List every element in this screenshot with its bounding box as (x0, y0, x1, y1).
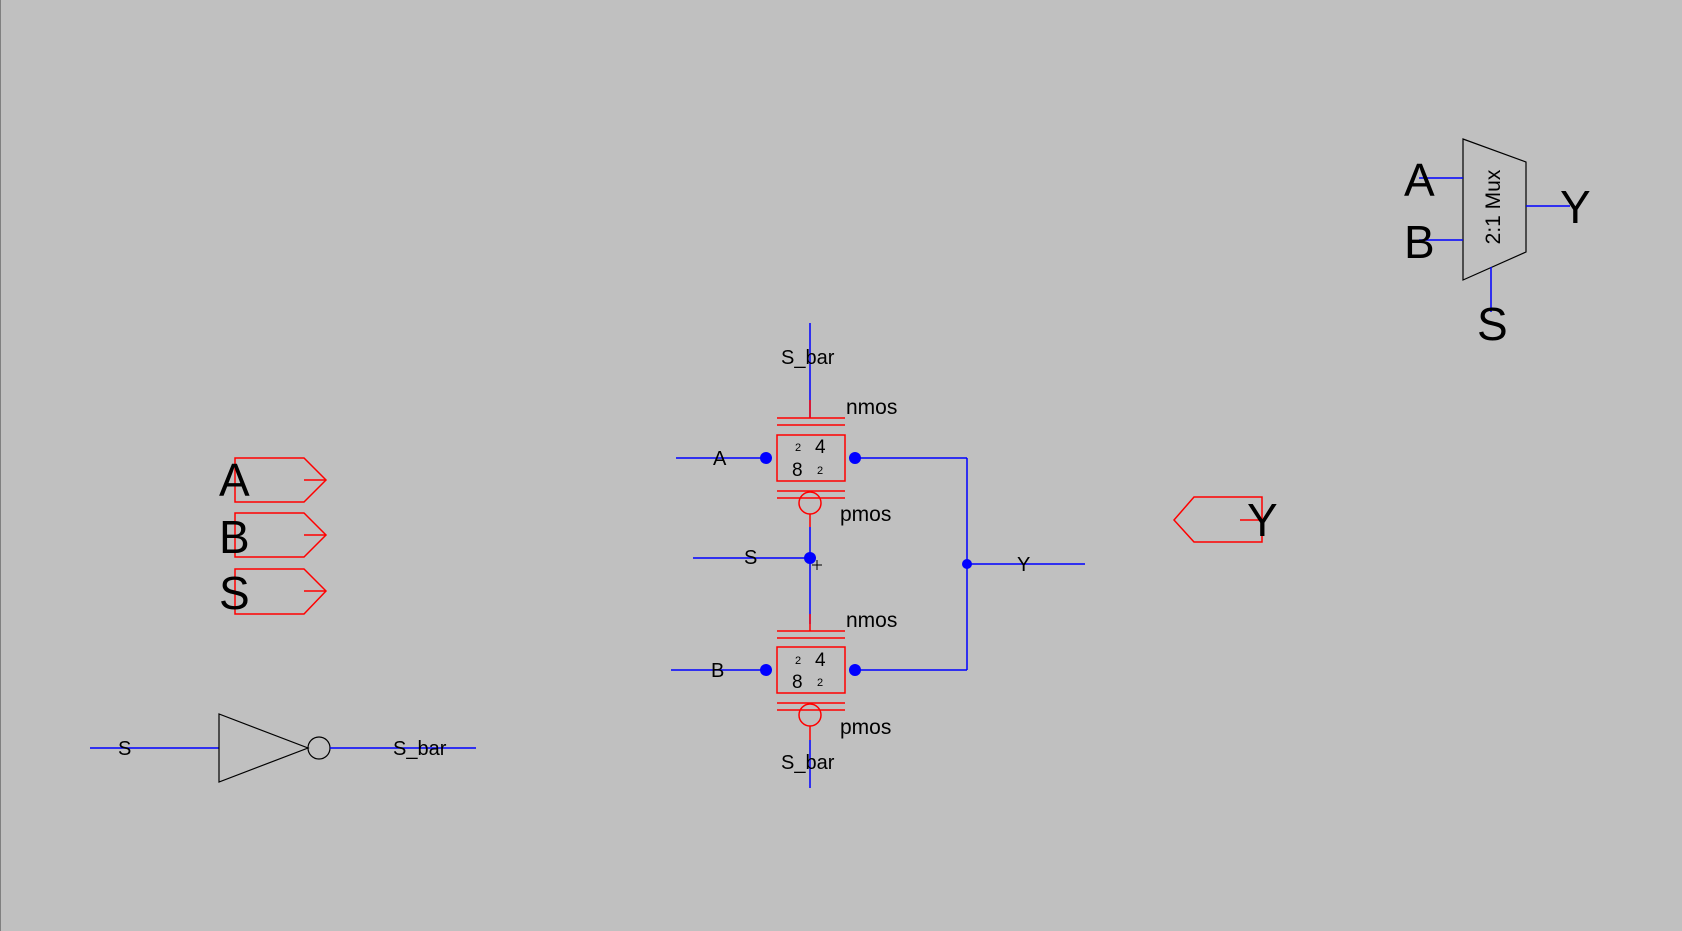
output-net[interactable]: Y (855, 457, 1085, 671)
tg2-gate-net-label: S_bar (781, 752, 835, 774)
mux-in-b-label: B (1404, 216, 1435, 268)
tg2-size-small-2: 2 (817, 677, 823, 689)
tg2-size-small-1: 2 (795, 655, 801, 667)
tg2-input-net-label: B (711, 660, 724, 682)
input-pin-b[interactable]: B (219, 511, 328, 563)
tg1-gate-net-label: S_bar (781, 347, 835, 369)
output-junction (962, 559, 972, 569)
transmission-gate-top[interactable]: S_bar nmos 2 4 8 2 pmos A (676, 323, 897, 527)
pin-a-label: A (219, 454, 250, 506)
tg1-size-small-1: 2 (795, 442, 801, 454)
pin-b-label: B (219, 511, 250, 563)
tg1-input-net-label: A (713, 448, 727, 470)
mux-out-label: Y (1560, 181, 1591, 233)
mux-in-a-label: A (1404, 154, 1435, 206)
tg2-nmos-label: nmos (846, 609, 897, 632)
pin-a-shape (234, 457, 328, 503)
tg1-body (776, 434, 846, 482)
tg2-size-large-1: 4 (815, 650, 826, 671)
output-net-label: Y (1017, 554, 1030, 576)
pin-y-shape (1172, 496, 1263, 543)
tg1-nmos-label: nmos (846, 396, 897, 419)
select-net[interactable]: S (693, 527, 822, 624)
tg2-body (776, 646, 846, 694)
tg1-size-small-2: 2 (817, 465, 823, 477)
inverter-triangle (218, 713, 310, 783)
tg2-pmos-label: pmos (840, 716, 891, 739)
output-pin-y[interactable]: Y (1172, 494, 1278, 546)
tg2-input-node (760, 664, 772, 676)
mux-symbol[interactable]: A B Y S 2:1 Mux (1404, 138, 1591, 350)
tg1-pmos-bubble (798, 491, 822, 515)
select-junction (804, 552, 816, 564)
inverter-out-net-label: S_bar (393, 738, 447, 760)
select-net-label: S (744, 547, 757, 569)
mux-title: 2:1 Mux (1482, 169, 1505, 244)
mux-body (1462, 138, 1527, 281)
transmission-gate-bottom[interactable]: nmos 2 4 8 2 pmos S_bar B (671, 609, 897, 788)
pin-s-shape (234, 568, 328, 615)
tg1-input-node (760, 452, 772, 464)
mux-sel-label: S (1477, 298, 1508, 350)
tg1-size-large-2: 8 (792, 460, 803, 481)
input-pin-s[interactable]: S (219, 567, 328, 619)
input-pin-a[interactable]: A (219, 454, 328, 506)
tg2-pmos-bubble (798, 703, 822, 727)
tg1-pmos-label: pmos (840, 503, 891, 526)
inverter-bubble (307, 736, 331, 760)
inverter[interactable]: S S_bar (90, 713, 476, 783)
tg1-size-large-1: 4 (815, 437, 826, 458)
tg2-size-large-2: 8 (792, 672, 803, 693)
pin-y-label: Y (1247, 494, 1278, 546)
inverter-in-net-label: S (118, 738, 131, 760)
pin-s-label: S (219, 567, 250, 619)
pin-b-shape (234, 512, 328, 558)
